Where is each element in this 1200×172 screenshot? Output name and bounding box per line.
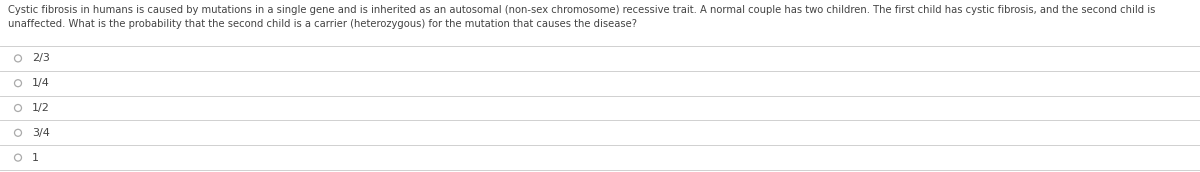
Text: 1: 1 <box>32 153 38 163</box>
Text: 1/4: 1/4 <box>32 78 50 88</box>
Text: 2/3: 2/3 <box>32 53 50 63</box>
Text: 3/4: 3/4 <box>32 128 50 138</box>
Text: 1/2: 1/2 <box>32 103 50 113</box>
Text: Cystic fibrosis in humans is caused by mutations in a single gene and is inherit: Cystic fibrosis in humans is caused by m… <box>8 5 1156 29</box>
